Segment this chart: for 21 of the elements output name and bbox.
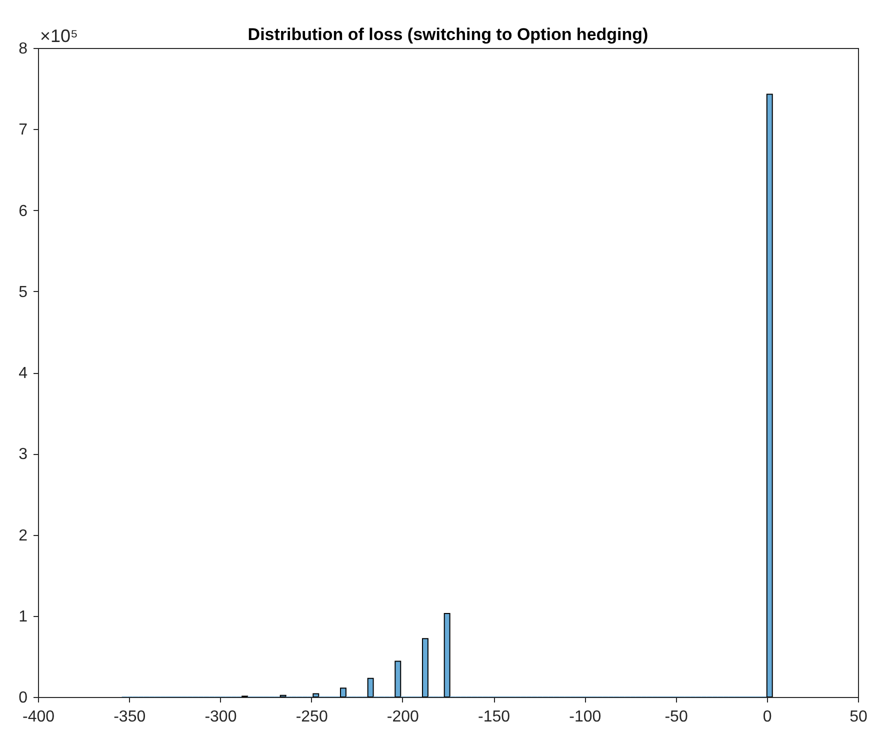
y-tick-label: 6	[18, 202, 28, 220]
x-tick-label: -100	[569, 708, 602, 726]
y-tick-label: 7	[18, 122, 28, 139]
x-tick-label: -400	[22, 708, 55, 726]
y-tick-label: 4	[18, 365, 28, 382]
y-tick-label: 5	[18, 284, 28, 301]
x-tick-label: -250	[296, 708, 328, 726]
text: ×10⁵	[40, 26, 78, 46]
y-tick-label: 3	[18, 446, 28, 464]
x-tick-label: 0	[762, 708, 772, 726]
x-tick-label: -150	[478, 708, 510, 726]
y-tick-label: 0	[18, 690, 28, 706]
x-tick-label: -200	[386, 708, 420, 726]
chart-title: Distribution of loss (switching to Option hedging)	[248, 25, 648, 44]
x-tick-label: -300	[204, 708, 237, 726]
y-tick-label: 8	[18, 40, 28, 58]
x-tick-label: 50	[850, 708, 868, 726]
x-tick-label: -350	[114, 708, 146, 726]
y-tick-label: 2	[18, 527, 28, 544]
x-tick-label: -50	[664, 708, 688, 726]
y-tick-label: 1	[18, 608, 28, 626]
